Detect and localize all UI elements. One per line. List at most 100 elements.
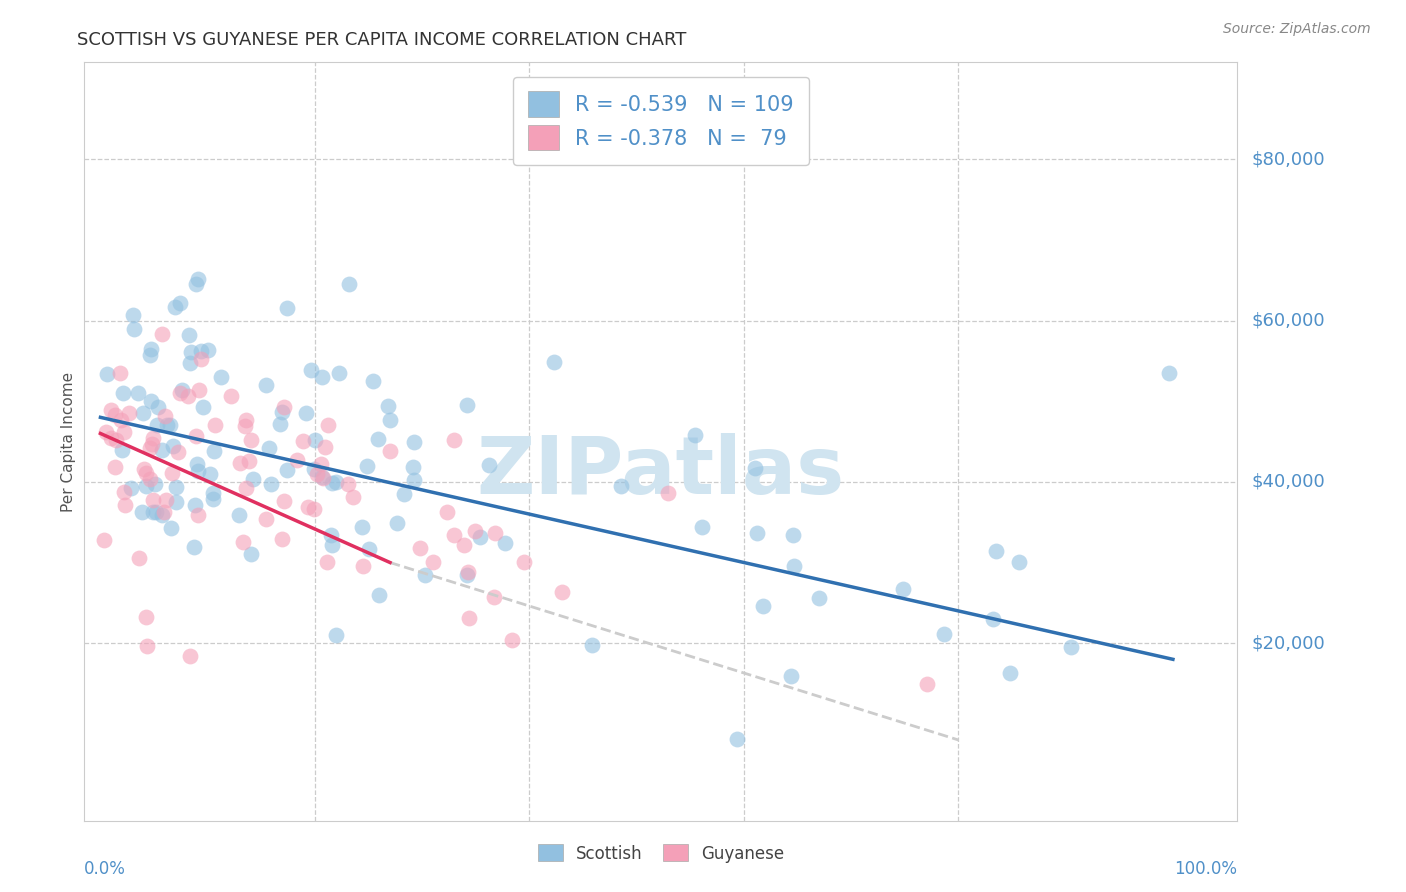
- Guyanese: [443, 433, 465, 447]
- Scottish: [163, 300, 186, 314]
- Scottish: [143, 477, 166, 491]
- Scottish: [359, 541, 381, 556]
- Guyanese: [94, 425, 117, 440]
- Guyanese: [270, 533, 292, 547]
- Scottish: [197, 343, 219, 358]
- Guyanese: [135, 466, 157, 480]
- Scottish: [377, 399, 399, 413]
- Scottish: [783, 559, 806, 574]
- Scottish: [112, 386, 135, 401]
- Scottish: [270, 405, 292, 419]
- Scottish: [1059, 640, 1081, 655]
- Guyanese: [436, 505, 458, 519]
- Scottish: [361, 374, 384, 388]
- Guyanese: [135, 610, 157, 624]
- Guyanese: [160, 466, 183, 480]
- Guyanese: [142, 493, 165, 508]
- Scottish: [745, 526, 768, 541]
- Text: 100.0%: 100.0%: [1174, 860, 1237, 878]
- Scottish: [356, 459, 378, 474]
- Scottish: [202, 491, 225, 506]
- Guyanese: [302, 502, 325, 516]
- Guyanese: [484, 526, 506, 541]
- Guyanese: [315, 555, 337, 569]
- Scottish: [478, 458, 501, 472]
- Guyanese: [312, 471, 335, 485]
- Guyanese: [422, 555, 444, 569]
- Scottish: [200, 467, 222, 481]
- Guyanese: [105, 434, 128, 448]
- Scottish: [981, 612, 1004, 626]
- Guyanese: [342, 490, 364, 504]
- Text: 0.0%: 0.0%: [84, 860, 127, 878]
- Guyanese: [132, 462, 155, 476]
- Guyanese: [458, 611, 481, 625]
- Guyanese: [285, 453, 308, 467]
- Guyanese: [229, 456, 252, 470]
- Guyanese: [254, 512, 277, 526]
- Scottish: [690, 520, 713, 534]
- Scottish: [127, 385, 149, 400]
- Guyanese: [93, 533, 115, 547]
- Scottish: [180, 344, 202, 359]
- Guyanese: [316, 417, 339, 432]
- Guyanese: [112, 485, 135, 500]
- Guyanese: [153, 409, 176, 424]
- Scottish: [378, 413, 401, 427]
- Text: ZIPatlas: ZIPatlas: [477, 433, 845, 511]
- Scottish: [150, 508, 173, 523]
- Scottish: [162, 439, 184, 453]
- Guyanese: [186, 429, 208, 443]
- Scottish: [808, 591, 831, 605]
- Scottish: [142, 504, 165, 518]
- Guyanese: [457, 566, 479, 580]
- Scottish: [744, 461, 766, 475]
- Guyanese: [219, 389, 242, 403]
- Scottish: [415, 567, 437, 582]
- Scottish: [295, 406, 318, 420]
- Guyanese: [188, 383, 211, 397]
- Scottish: [402, 460, 425, 475]
- Guyanese: [409, 541, 432, 556]
- Scottish: [468, 531, 491, 545]
- Scottish: [311, 370, 333, 384]
- Guyanese: [112, 425, 135, 439]
- Scottish: [131, 505, 153, 519]
- Scottish: [156, 418, 179, 433]
- Guyanese: [179, 648, 201, 663]
- Scottish: [186, 277, 208, 292]
- Text: Source: ZipAtlas.com: Source: ZipAtlas.com: [1223, 22, 1371, 37]
- Guyanese: [238, 454, 260, 468]
- Scottish: [311, 470, 333, 484]
- Guyanese: [139, 472, 162, 486]
- Text: $60,000: $60,000: [1251, 311, 1324, 329]
- Scottish: [202, 443, 225, 458]
- Scottish: [145, 505, 167, 519]
- Scottish: [183, 540, 205, 554]
- Scottish: [139, 394, 162, 409]
- Guyanese: [135, 639, 157, 653]
- Scottish: [242, 472, 264, 486]
- Guyanese: [352, 559, 374, 574]
- Text: $40,000: $40,000: [1251, 473, 1324, 491]
- Guyanese: [453, 539, 475, 553]
- Guyanese: [139, 442, 162, 456]
- Guyanese: [155, 492, 177, 507]
- Scottish: [135, 479, 157, 493]
- Scottish: [131, 406, 153, 420]
- Guyanese: [273, 494, 295, 508]
- Scottish: [187, 464, 209, 478]
- Scottish: [179, 356, 201, 370]
- Scottish: [337, 277, 360, 291]
- Guyanese: [464, 524, 486, 538]
- Scottish: [367, 588, 389, 602]
- Guyanese: [152, 505, 174, 519]
- Guyanese: [150, 326, 173, 341]
- Guyanese: [513, 555, 536, 569]
- Guyanese: [917, 676, 939, 690]
- Scottish: [494, 536, 516, 550]
- Guyanese: [187, 508, 209, 523]
- Scottish: [169, 296, 191, 310]
- Scottish: [190, 344, 212, 359]
- Scottish: [276, 463, 298, 477]
